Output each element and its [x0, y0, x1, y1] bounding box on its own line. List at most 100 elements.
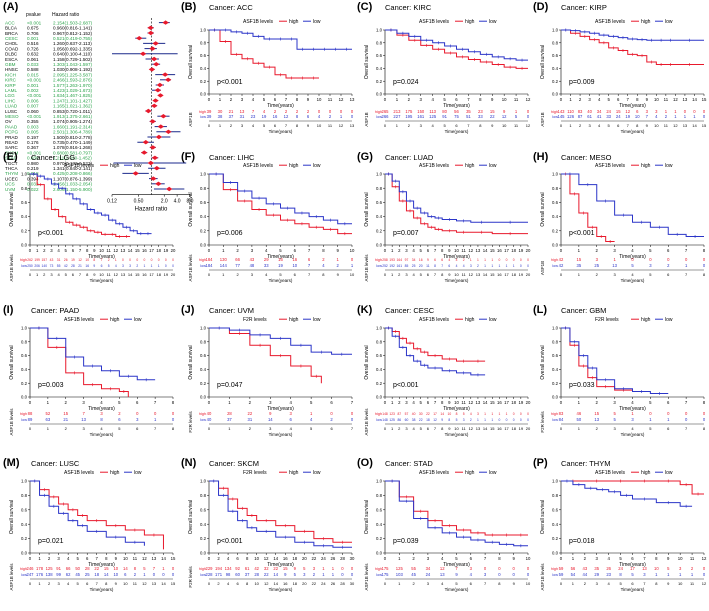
x-tick-label: 22: [311, 556, 316, 561]
risk-count-high: 246: [27, 566, 35, 571]
risk-count-low: 1: [667, 417, 670, 422]
risk-x-tick-label: 24: [321, 581, 326, 586]
risk-x-axis-label: Time(years): [445, 129, 469, 134]
risk-count-low: 42: [559, 263, 564, 268]
risk-count-high: 32: [264, 566, 269, 571]
forest-x-axis-label: Hazard ratio: [135, 207, 168, 213]
risk-count-high: 30: [218, 109, 223, 114]
risk-count-high: 164: [397, 258, 403, 262]
legend-title: ASF1B levels: [595, 163, 626, 169]
risk-count-low: 4: [322, 263, 325, 268]
y-tick-label: 0.2: [200, 79, 207, 84]
y-tick-label: 0.0: [21, 551, 28, 556]
risk-count-high: 39: [207, 109, 212, 114]
risk-x-tick-label: 6: [667, 272, 670, 277]
risk-x-tick-label: 3: [614, 426, 617, 431]
panel-label: (I): [3, 304, 14, 316]
risk-count-high: 0: [154, 411, 157, 416]
x-tick-label: 14: [128, 248, 133, 253]
forest-hr-text: 0.425(0.208-0.866): [53, 171, 93, 176]
risk-count-low: 45: [75, 572, 80, 577]
risk-count-low: 3: [649, 263, 652, 268]
risk-count-high: 0: [330, 411, 333, 416]
forest-hr-text: 1.423(1.029-1.673): [53, 88, 93, 93]
risk-count-low: 19: [625, 114, 630, 119]
x-tick-label: 0: [384, 97, 387, 102]
risk-count-high: 1: [515, 109, 518, 114]
risk-count-high: 1: [477, 258, 479, 262]
risk-count-high: 87: [397, 412, 401, 416]
y-tick-label: 1.0: [376, 479, 383, 484]
x-tick-label: 7: [434, 248, 437, 253]
risk-x-tick-label: 10: [99, 272, 104, 277]
y-tick-label: 0.6: [552, 200, 559, 205]
x-tick-label: 3: [251, 248, 254, 253]
risk-count-high: 9: [294, 566, 297, 571]
x-tick-label: 10: [454, 400, 459, 405]
risk-count-low: 3: [129, 264, 131, 268]
forest-hr-text: 1.056(0.692-1.335): [53, 46, 93, 51]
x-tick-label: 5: [65, 248, 68, 253]
risk-count-high: 1: [310, 411, 313, 416]
forest-cancer-label: STAD: [5, 156, 18, 161]
y-tick-label: 1.0: [552, 172, 559, 177]
risk-x-tick-label: 4: [57, 272, 60, 277]
x-tick-label: 12: [468, 248, 473, 253]
risk-count-low: 1: [484, 264, 486, 268]
risk-count-low: 16: [85, 264, 89, 268]
x-tick-label: 16: [497, 400, 502, 405]
risk-x-axis-label: Time(years): [269, 129, 293, 134]
y-tick-label: 0.2: [21, 381, 28, 386]
risk-count-high: 6: [636, 109, 639, 114]
panel-title: Cancer: KIRP: [561, 3, 607, 12]
legend-label-low: low: [313, 470, 321, 476]
risk-count-high: 5: [143, 566, 146, 571]
risk-count-high: 0: [172, 411, 175, 416]
x-tick-label: 8: [479, 97, 482, 102]
risk-count-high: 8: [134, 566, 137, 571]
y-tick-label: 0.0: [376, 243, 383, 248]
forest-cancer-label: LAML: [5, 88, 17, 93]
x-tick-label: 5: [76, 556, 79, 561]
legend-label-low: low: [665, 470, 673, 476]
risk-x-tick-label: 6: [631, 581, 634, 586]
risk-count-low: 13: [81, 417, 86, 422]
risk-x-tick-label: 5: [649, 426, 652, 431]
x-tick-label: 6: [136, 400, 139, 405]
risk-x-tick-label: 0: [29, 581, 32, 586]
risk-x-tick-label: 2: [230, 123, 233, 128]
x-tick-label: 20: [171, 248, 176, 253]
risk-count-high: 9: [269, 411, 272, 416]
panel-label: (H): [533, 151, 549, 163]
y-tick-label: 0.2: [200, 381, 207, 386]
forest-hr-text: 0.967(0.812-1.152): [53, 31, 93, 36]
risk-x-tick-label: 2: [236, 272, 239, 277]
risk-x-tick-label: 7: [285, 123, 288, 128]
risk-count-low: 5: [294, 572, 297, 577]
x-tick-label: 2: [217, 556, 220, 561]
risk-count-high: 0: [498, 258, 500, 262]
x-tick-label: 10: [317, 97, 322, 102]
risk-count-high: 12: [625, 109, 630, 114]
y-tick-label: 0.8: [200, 40, 207, 45]
p-value-label: p=0.006: [217, 230, 243, 237]
risk-count-high: 16: [292, 257, 297, 262]
risk-count-high: 7: [455, 566, 458, 571]
risk-count-low: 3: [303, 572, 306, 577]
risk-x-axis-label: Time(years): [269, 587, 293, 592]
risk-count-high: 0: [351, 411, 354, 416]
y-tick-label: 0.8: [200, 186, 207, 191]
risk-count-low: 176: [36, 572, 44, 577]
risk-count-low: 19: [278, 263, 283, 268]
x-tick-label: 7: [308, 248, 311, 253]
x-tick-label: 4: [57, 248, 60, 253]
risk-x-tick-label: 8: [441, 272, 444, 277]
y-axis-label: Overall survival: [9, 192, 15, 226]
x-tick-label: 17: [504, 400, 509, 405]
x-tick-label: 10: [99, 248, 104, 253]
x-tick-label: 3: [427, 556, 430, 561]
risk-x-tick-label: 20: [526, 272, 531, 277]
forest-x-tick-label: 0.50: [134, 199, 144, 205]
x-tick-label: 0: [29, 556, 32, 561]
risk-count-high: 22: [248, 411, 253, 416]
